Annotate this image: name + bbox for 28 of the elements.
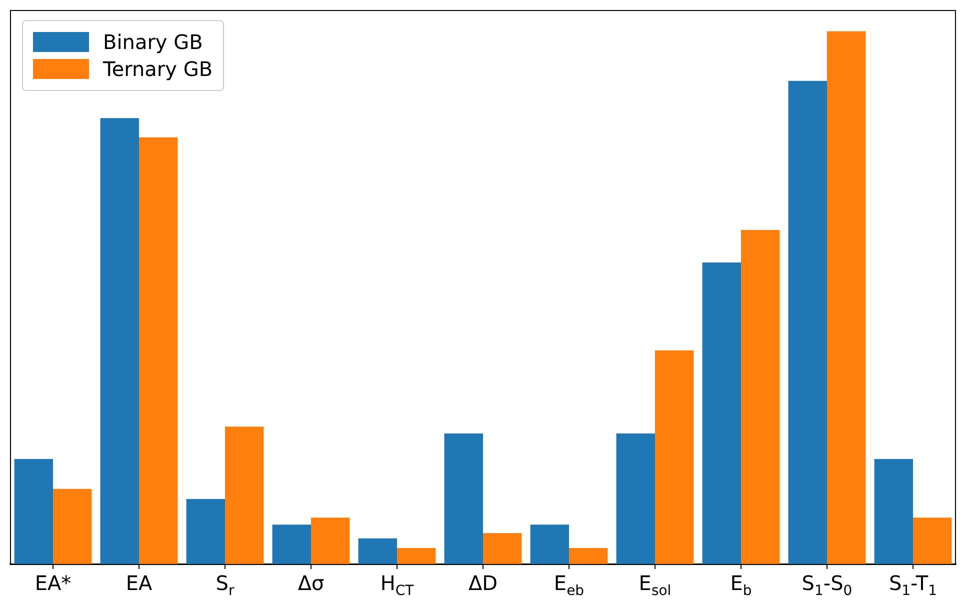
bar — [397, 548, 436, 564]
bar — [272, 524, 311, 564]
bar — [874, 459, 913, 564]
x-tick-label: EA* — [34, 571, 72, 595]
legend-label: Binary GB — [103, 30, 203, 54]
x-tick-label: Δσ — [298, 571, 325, 595]
bar — [827, 31, 866, 564]
bar — [569, 548, 608, 564]
bar — [311, 518, 350, 564]
bar — [358, 538, 397, 564]
legend-label: Ternary GB — [103, 57, 213, 81]
bar — [14, 459, 53, 564]
bar — [186, 499, 225, 564]
bar — [913, 518, 952, 564]
bar — [616, 433, 655, 564]
x-tick-label: ΔD — [468, 571, 498, 595]
bar — [444, 433, 483, 564]
bar — [139, 137, 178, 564]
bar — [702, 262, 741, 564]
bar — [655, 350, 694, 564]
bar — [53, 488, 92, 564]
x-tick-label: EA — [126, 571, 152, 595]
bar — [225, 426, 264, 564]
bar — [788, 80, 827, 564]
bar — [483, 533, 522, 564]
bar — [530, 524, 569, 564]
bar — [100, 118, 139, 564]
bar — [741, 230, 780, 564]
